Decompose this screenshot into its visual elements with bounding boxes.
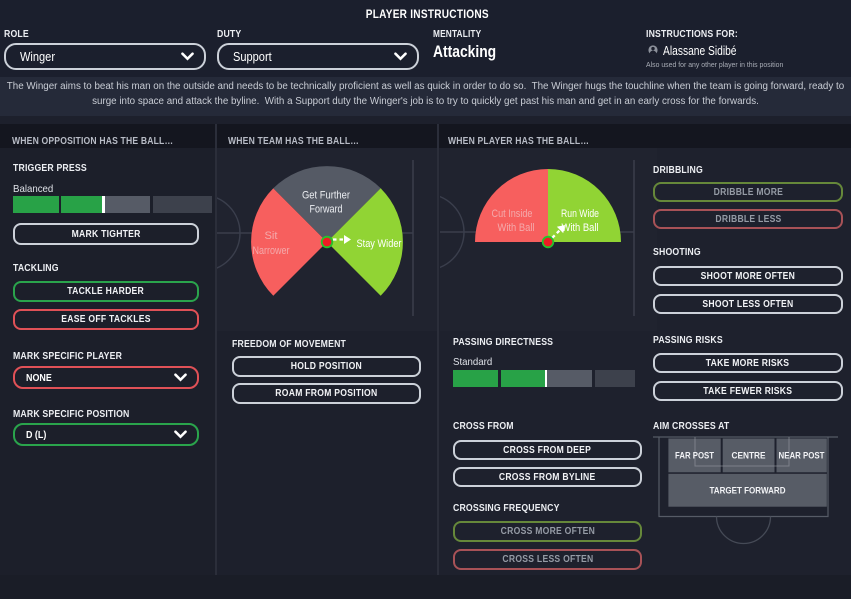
svg-text:Narrower: Narrower (253, 245, 290, 257)
svg-text:Run Wide: Run Wide (561, 208, 599, 220)
svg-text:NEAR POST: NEAR POST (779, 451, 825, 462)
svg-text:Sit: Sit (265, 230, 278, 242)
svg-text:CENTRE: CENTRE (732, 451, 766, 462)
svg-text:With Ball: With Ball (562, 222, 599, 234)
svg-text:With Ball: With Ball (498, 222, 535, 234)
svg-text:FAR POST: FAR POST (675, 451, 714, 462)
svg-text:Cut Inside: Cut Inside (492, 208, 533, 220)
svg-text:Stay Wider: Stay Wider (357, 238, 402, 250)
svg-text:Forward: Forward (310, 204, 343, 216)
svg-text:TARGET FORWARD: TARGET FORWARD (710, 486, 786, 497)
svg-text:Get Further: Get Further (302, 190, 350, 202)
